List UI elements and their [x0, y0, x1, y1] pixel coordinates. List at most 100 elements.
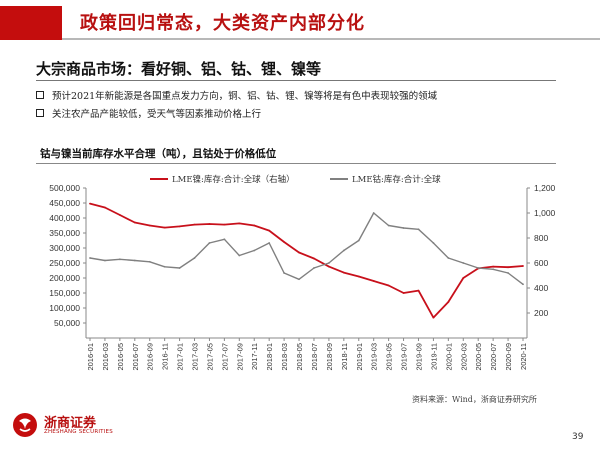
x-tick-label: 2020-11 — [519, 343, 528, 370]
x-tick-label: 2016-11 — [161, 343, 170, 370]
right-tick-label: 200 — [534, 308, 548, 318]
data-point — [133, 221, 136, 224]
bullet-text: 关注农产品产能较低，受天气等因素推动价格上行 — [52, 109, 262, 120]
series-line-cobalt — [89, 212, 524, 285]
data-point — [313, 257, 315, 260]
data-point — [447, 301, 450, 303]
bullet-list: 预计2021年新能源是各国重点发力方向，铜、铝、钴、锂、镍等将是有色中表现较强的… — [36, 86, 576, 122]
data-point — [208, 242, 211, 244]
x-tick-label: 2019-07 — [400, 343, 409, 371]
chart: 50,000 100,000 150,000 200,000 250,000 300,00… — [49, 174, 556, 371]
data-point — [462, 262, 465, 264]
right-tick-label: 600 — [534, 258, 548, 268]
x-tick-label: 2016-07 — [131, 343, 140, 371]
data-point — [417, 289, 420, 292]
x-tick-label: 2018-01 — [265, 343, 274, 371]
x-tick-label: 2018-11 — [340, 343, 349, 370]
x-tick-label: 2017-05 — [205, 343, 214, 371]
data-point — [357, 239, 360, 242]
data-point — [492, 268, 495, 271]
data-point — [163, 226, 166, 229]
data-point — [507, 272, 509, 274]
x-tick-label: 2016-09 — [146, 343, 155, 371]
logo-text-cn: 浙商证券 — [44, 416, 97, 431]
x-tick-label: 2019-11 — [429, 343, 438, 370]
legend-nickel-label: LME镍:库存:合计:全球（右轴） — [172, 174, 295, 185]
left-tick-label: 400,000 — [49, 213, 80, 223]
data-point — [238, 222, 241, 225]
x-tick-label: 2020-01 — [444, 343, 453, 371]
right-tick-label: 400 — [534, 283, 548, 293]
data-point — [342, 249, 345, 252]
left-tick-label: 150,000 — [49, 288, 80, 298]
company-logo: 浙商证券 ZHESHANG SECURITIES — [10, 410, 130, 442]
data-point — [522, 265, 524, 267]
series-line-nickel — [89, 202, 524, 319]
left-tick-label: 500,000 — [49, 183, 80, 193]
left-tick-label: 50,000 — [54, 318, 80, 328]
left-tick-label: 100,000 — [49, 303, 80, 313]
x-tick-label: 2017-11 — [250, 343, 259, 370]
x-tick-label: 2016-01 — [86, 343, 95, 371]
x-tick-label: 2020-03 — [459, 343, 468, 371]
logo-mark-icon — [13, 413, 37, 437]
x-tick-label: 2017-09 — [235, 343, 244, 371]
data-point — [462, 277, 465, 279]
title-rule — [62, 38, 600, 40]
x-tick-label: 2020-05 — [474, 343, 483, 371]
data-point — [178, 225, 181, 228]
checkbox-square-icon — [36, 91, 44, 99]
bullet-text: 预计2021年新能源是各国重点发力方向，铜、铝、钴、锂、镍等将是有色中表现较强的… — [52, 91, 438, 102]
bullet-item: 关注农产品产能较低，受天气等因素推动价格上行 — [36, 104, 576, 122]
page-title: 政策回归常态，大类资产内部分化 — [80, 13, 365, 34]
x-tick-label: 2020-07 — [489, 343, 498, 371]
x-tick-label: 2016-05 — [116, 343, 125, 371]
x-tick-label: 2018-05 — [295, 343, 304, 371]
logo-text-en: ZHESHANG SECURITIES — [44, 429, 113, 435]
data-point — [223, 223, 226, 226]
left-tick-label: 450,000 — [49, 198, 80, 208]
data-point — [253, 249, 256, 252]
data-point — [178, 267, 181, 269]
data-point — [417, 228, 420, 231]
legend-cobalt-label: LME钴:库存:合计:全球 — [352, 174, 441, 185]
bullet-item: 预计2021年新能源是各国重点发力方向，铜、铝、钴、锂、镍等将是有色中表现较强的… — [36, 86, 576, 104]
data-point — [283, 241, 286, 243]
data-point — [253, 224, 256, 227]
right-tick-label: 1,000 — [534, 208, 556, 218]
x-tick-label: 2018-07 — [310, 343, 319, 371]
data-point — [522, 283, 524, 286]
x-tick-label: 2019-05 — [385, 343, 394, 371]
data-point — [223, 238, 226, 241]
chart-title-rule — [36, 163, 556, 164]
data-point — [492, 265, 495, 268]
data-point — [372, 280, 375, 282]
title-bar: 政策回归常态，大类资产内部分化 — [0, 0, 600, 46]
data-point — [313, 267, 315, 269]
right-tick-label: 1,200 — [534, 183, 556, 193]
right-tick-label: 800 — [534, 233, 548, 243]
section-rule — [36, 80, 556, 81]
data-point — [104, 259, 106, 262]
data-point — [387, 224, 390, 227]
data-point — [118, 214, 121, 216]
x-tick-label: 2019-09 — [414, 343, 423, 371]
x-tick-label: 2017-07 — [220, 343, 229, 371]
left-tick-label: 350,000 — [49, 228, 80, 238]
data-point — [327, 262, 330, 264]
data-point — [118, 258, 121, 261]
data-point — [402, 227, 405, 229]
x-tick-label: 2017-01 — [176, 343, 185, 371]
data-point — [193, 257, 196, 259]
data-point — [89, 202, 91, 205]
data-point — [477, 267, 480, 269]
data-point — [208, 223, 211, 225]
x-tick-label: 2018-03 — [280, 343, 289, 371]
data-point — [148, 260, 151, 263]
data-point — [402, 292, 405, 294]
data-point — [268, 229, 271, 232]
data-point — [357, 275, 360, 278]
data-point — [432, 316, 435, 319]
data-point — [298, 251, 300, 254]
data-point — [298, 278, 300, 281]
